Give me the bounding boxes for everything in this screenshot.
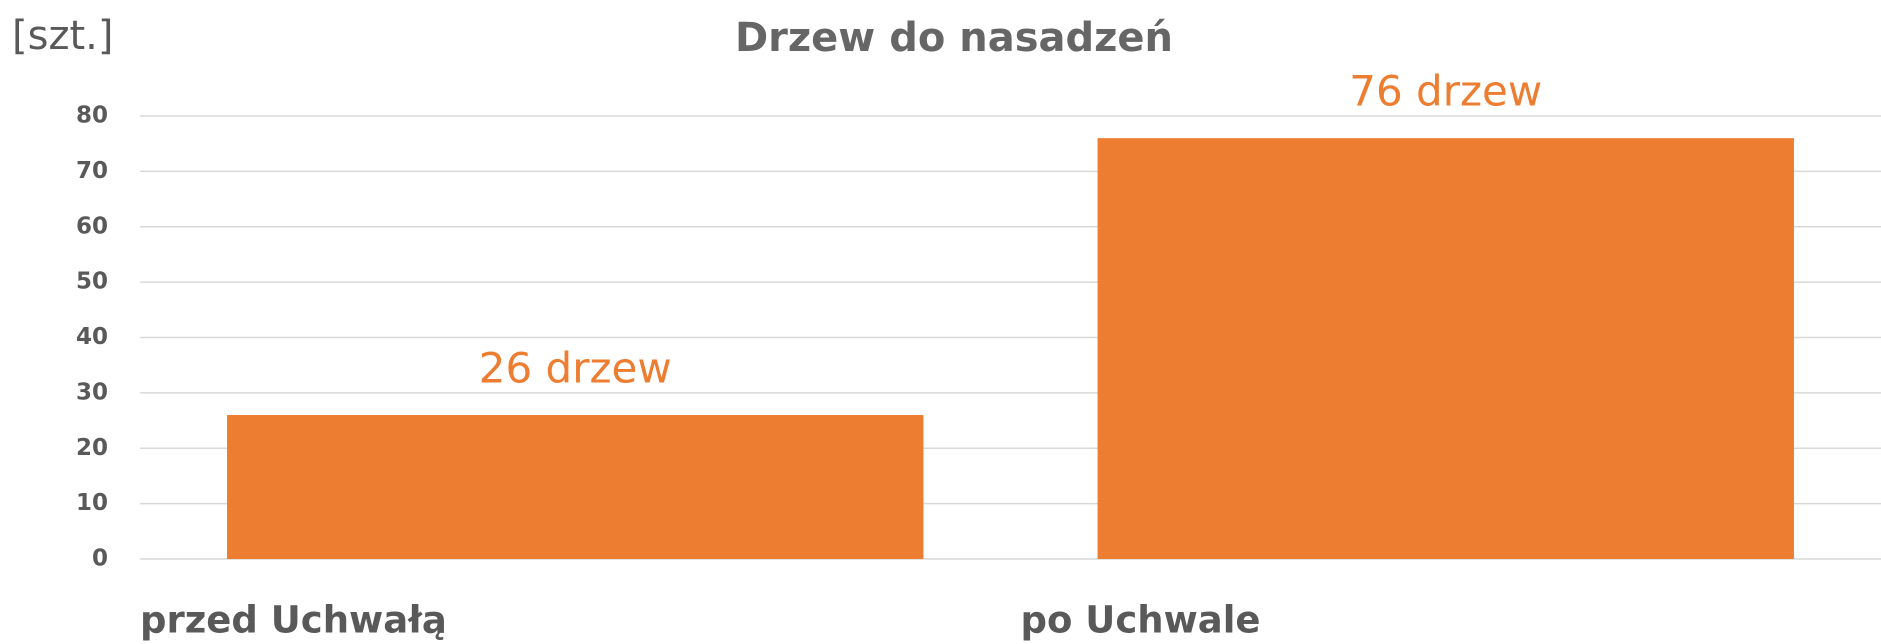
y-tick-label: 70 xyxy=(76,158,108,184)
y-tick-label: 60 xyxy=(76,213,108,239)
y-tick-label: 80 xyxy=(76,103,108,129)
bar xyxy=(1097,138,1794,559)
data-label: 76 drzew xyxy=(1349,67,1542,116)
x-tick-label: przed Uchwałą xyxy=(140,599,447,642)
y-tick-label: 40 xyxy=(76,324,108,350)
y-tick-label: 50 xyxy=(76,269,108,295)
y-axis-label: [szt.] xyxy=(12,13,113,59)
x-tick-label: po Uchwale xyxy=(1021,599,1261,642)
y-tick-label: 0 xyxy=(92,546,108,572)
data-label: 26 drzew xyxy=(479,344,672,393)
y-tick-label: 20 xyxy=(76,435,108,461)
y-tick-label: 10 xyxy=(76,490,108,516)
y-tick-label: 30 xyxy=(76,379,108,405)
bar xyxy=(227,415,924,559)
chart-title: Drzew do nasadzeń xyxy=(735,15,1173,61)
